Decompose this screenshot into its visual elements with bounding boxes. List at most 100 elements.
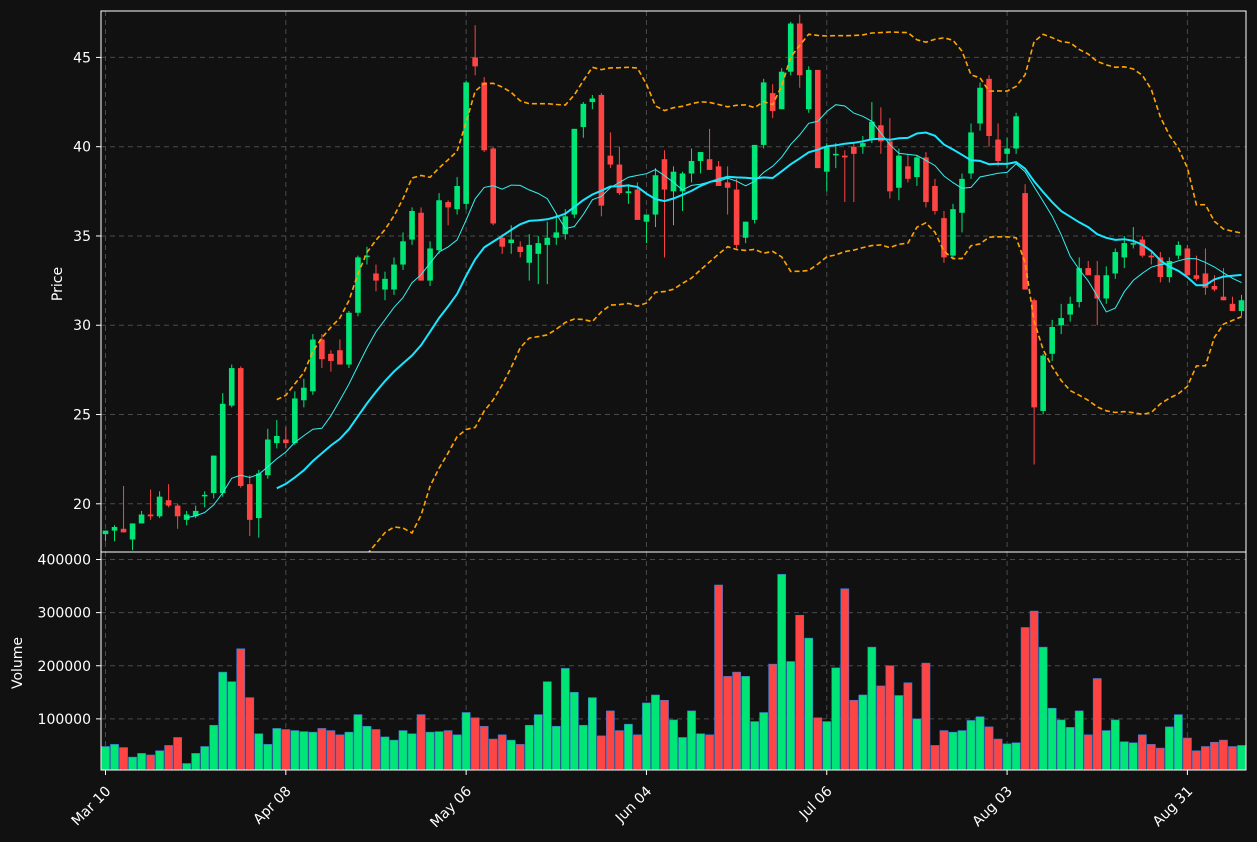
candle-body bbox=[391, 264, 397, 290]
candle-body bbox=[544, 237, 551, 245]
candle-body bbox=[1157, 257, 1164, 278]
candle-body bbox=[652, 175, 659, 215]
volume-bar bbox=[651, 694, 660, 770]
volume-bar bbox=[533, 714, 543, 770]
volume-bar bbox=[461, 712, 471, 770]
bollinger-upper-line bbox=[276, 31, 1242, 401]
volume-bar bbox=[1047, 707, 1057, 770]
candle-body bbox=[292, 398, 298, 444]
candle-body bbox=[715, 166, 722, 186]
candle-body bbox=[1121, 243, 1128, 258]
volume-bar bbox=[164, 745, 173, 770]
volume-bar bbox=[1119, 741, 1129, 770]
candle-body bbox=[165, 500, 172, 506]
volume-bar bbox=[488, 738, 498, 770]
candle-body bbox=[986, 78, 992, 136]
candle-body bbox=[842, 155, 848, 158]
candle-body bbox=[643, 214, 650, 222]
volume-bar bbox=[371, 729, 381, 770]
volume-bar bbox=[452, 734, 462, 770]
volume-bar bbox=[128, 756, 137, 770]
candle-body bbox=[120, 528, 127, 533]
candle-body bbox=[409, 210, 415, 240]
candle-body bbox=[977, 87, 983, 124]
candle-body bbox=[1112, 252, 1119, 274]
volume-bar bbox=[425, 731, 435, 770]
candle-body bbox=[246, 484, 253, 520]
volume-bar bbox=[642, 702, 651, 770]
volume-tick-label: 300000 bbox=[38, 606, 91, 622]
volume-bar bbox=[506, 739, 516, 770]
volume-bar bbox=[1165, 726, 1174, 770]
volume-bar bbox=[236, 648, 246, 770]
volume-bar bbox=[470, 717, 480, 770]
candle-body bbox=[508, 239, 515, 244]
volume-bar bbox=[1237, 745, 1246, 770]
candle-body bbox=[580, 103, 587, 128]
volume-bar bbox=[795, 614, 805, 770]
volume-bar bbox=[362, 726, 372, 770]
candle-body bbox=[1211, 285, 1218, 290]
candle-body bbox=[436, 200, 442, 251]
volume-bar bbox=[1083, 734, 1093, 770]
candle-body bbox=[1148, 255, 1155, 258]
volume-bar bbox=[344, 731, 354, 770]
volume-bar bbox=[398, 730, 408, 770]
volume-bar bbox=[1155, 747, 1165, 770]
candle-body bbox=[851, 146, 857, 154]
candle-body bbox=[814, 69, 821, 169]
volume-bar bbox=[768, 663, 778, 770]
candle-body bbox=[111, 527, 118, 531]
candle-body bbox=[192, 510, 199, 517]
candle-body bbox=[571, 128, 578, 215]
volume-bar bbox=[254, 733, 264, 770]
candle-body bbox=[697, 152, 704, 161]
volume-bar bbox=[434, 731, 444, 770]
volume-bar bbox=[497, 734, 507, 770]
volume-bar bbox=[227, 681, 237, 770]
candle-body bbox=[1031, 300, 1037, 408]
candle-body bbox=[616, 164, 623, 194]
volume-bar bbox=[551, 726, 561, 770]
volume-bar bbox=[218, 671, 228, 770]
candle-body bbox=[1058, 318, 1064, 326]
candle-body bbox=[1013, 116, 1019, 149]
volume-bar bbox=[353, 714, 363, 770]
volume-bar bbox=[209, 724, 219, 770]
price-tick-label: 25 bbox=[73, 408, 91, 424]
volume-bar bbox=[633, 734, 642, 770]
price-axis-label: Price bbox=[50, 267, 66, 301]
candle-body bbox=[147, 514, 154, 517]
candle-body bbox=[1139, 239, 1146, 256]
candle-body bbox=[1040, 355, 1046, 411]
candle-body bbox=[1130, 243, 1137, 245]
candle-body bbox=[832, 153, 839, 156]
volume-bar bbox=[389, 739, 399, 770]
price-tick-label: 30 bbox=[73, 318, 91, 334]
volume-bar bbox=[200, 746, 210, 770]
volume-bar bbox=[299, 731, 309, 770]
volume-bar bbox=[515, 744, 525, 770]
volume-bar bbox=[281, 729, 291, 770]
volume-bar bbox=[1183, 737, 1192, 770]
candle-body bbox=[1049, 327, 1055, 354]
candle-body bbox=[896, 155, 902, 188]
candle-body bbox=[724, 182, 731, 188]
candle-body bbox=[607, 155, 614, 165]
volume-bar bbox=[606, 710, 615, 770]
volume-bar bbox=[1020, 627, 1030, 770]
volume-bar bbox=[615, 730, 624, 770]
candle-body bbox=[1076, 268, 1083, 303]
candle-body bbox=[138, 514, 145, 524]
volume-tick-label: 400000 bbox=[38, 553, 91, 569]
volume-bar bbox=[714, 584, 723, 770]
volume-bar bbox=[705, 734, 714, 770]
candle-body bbox=[995, 139, 1001, 161]
volume-bar bbox=[101, 746, 110, 770]
volume-bar bbox=[1128, 742, 1138, 770]
volume-bar bbox=[867, 646, 877, 770]
candle-body bbox=[418, 212, 424, 281]
volume-bar bbox=[560, 668, 570, 770]
volume-bar bbox=[407, 733, 417, 770]
